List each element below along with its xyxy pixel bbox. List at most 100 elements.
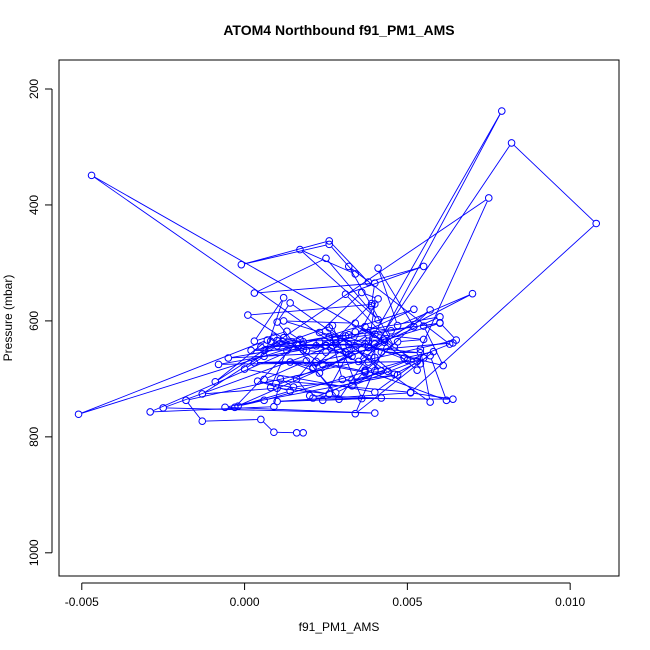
series-line-segment [331, 243, 367, 280]
data-point [419, 262, 428, 271]
data-point [198, 390, 207, 398]
data-point [361, 322, 369, 331]
series-line-segment [313, 395, 378, 399]
plot-area-frame [58, 59, 620, 577]
series-line-segment [378, 334, 421, 340]
data-point [351, 319, 360, 328]
data-point [371, 340, 379, 348]
data-point [315, 369, 324, 377]
data-point [318, 360, 327, 369]
data-point [335, 395, 343, 403]
data-point [371, 353, 379, 362]
data-point [377, 394, 386, 402]
series-line-segment [153, 346, 301, 411]
data-point [299, 341, 307, 350]
data-point [384, 367, 392, 376]
data-point [273, 318, 281, 326]
series-line-segment [331, 246, 354, 272]
data-point [410, 322, 418, 331]
series-line-segment [338, 345, 350, 355]
data-point [159, 404, 167, 412]
series-line-segment [222, 345, 323, 365]
series-line-segment [94, 176, 382, 341]
data-point [426, 306, 434, 314]
data-point [348, 382, 356, 390]
series-line-segment [273, 343, 382, 387]
data-point [315, 328, 324, 337]
series-line-segment [280, 340, 294, 345]
data-point [289, 383, 298, 391]
series-line-segment [205, 419, 258, 422]
series-line-segment [81, 309, 411, 414]
data-point [331, 335, 340, 344]
data-point [296, 245, 304, 254]
data-point [214, 360, 223, 369]
chart-title: ATOM4 Northbound f91_PM1_AMS [223, 22, 454, 38]
data-point [341, 290, 350, 299]
data-point [74, 410, 83, 419]
data-point [279, 293, 288, 302]
data-point [279, 317, 288, 325]
series-line-segment [424, 329, 442, 363]
series-line-segment [267, 379, 408, 393]
data-point [357, 394, 366, 403]
data-point [413, 366, 421, 374]
data-point [393, 321, 402, 330]
series-line-segment [274, 382, 281, 404]
data-point [341, 332, 350, 340]
data-point [351, 346, 360, 355]
data-point [344, 262, 353, 271]
series-line-segment [257, 283, 372, 294]
data-point [416, 348, 425, 357]
data-point [364, 278, 373, 286]
series-line-segment [287, 320, 352, 324]
series-line-segment [401, 339, 421, 342]
data-point [374, 315, 382, 324]
series-line-segment [278, 305, 289, 320]
x-tick-label: 0.005 [392, 595, 422, 609]
series-line-segment [244, 241, 326, 265]
y-tick-label: 600 [27, 311, 41, 331]
data-point [371, 409, 379, 417]
data-point [439, 361, 447, 370]
data-point [344, 340, 353, 349]
data-point [325, 237, 334, 245]
series-line-segment [316, 397, 450, 400]
data-point [364, 358, 373, 366]
series-line-segment [231, 351, 342, 359]
series-line-segment [271, 353, 286, 385]
data-point [419, 335, 428, 344]
series-line-segment [321, 294, 360, 331]
series-line-segment [326, 364, 362, 373]
data-point [344, 350, 353, 359]
data-point [361, 340, 369, 348]
series-line-segment [267, 326, 330, 350]
series-line-segment [322, 333, 333, 339]
data-point [266, 383, 275, 392]
data-point [338, 375, 347, 384]
data-point [507, 139, 516, 147]
series-layer [74, 107, 601, 437]
data-point [367, 299, 376, 308]
data-point [390, 343, 399, 351]
data-point [182, 396, 190, 405]
series-line-segment [94, 177, 347, 353]
data-point [374, 295, 382, 303]
data-point [260, 375, 268, 384]
data-point [309, 364, 317, 373]
series-line-segment [298, 381, 308, 394]
data-point [279, 333, 288, 342]
data-point [296, 335, 304, 344]
data-point [328, 321, 337, 330]
series-line-segment [319, 354, 346, 362]
data-point [299, 346, 307, 354]
data-point [449, 339, 457, 347]
series-line-segment [300, 343, 362, 346]
y-tick-label: 1000 [27, 539, 41, 566]
series-line-segment [228, 375, 395, 408]
data-point [322, 341, 330, 350]
series-line-segment [369, 113, 501, 360]
data-point [283, 327, 291, 336]
data-point [286, 299, 294, 307]
